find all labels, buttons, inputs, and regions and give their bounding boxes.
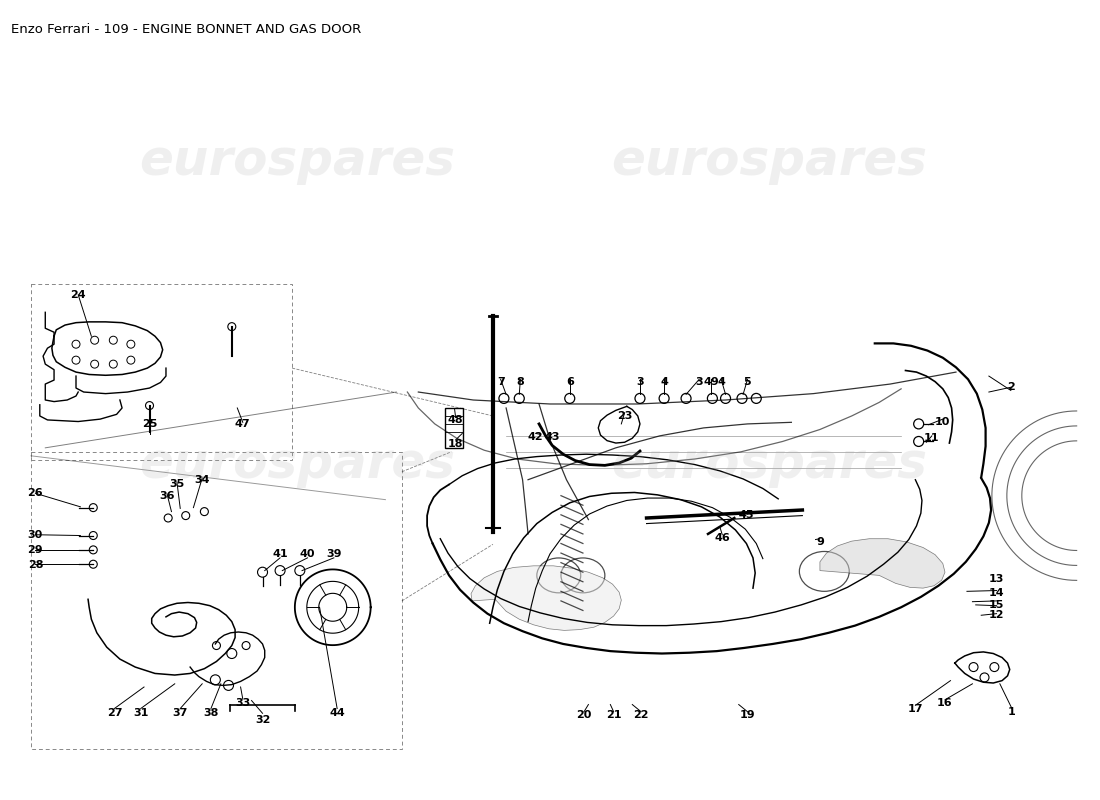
Text: 6: 6 [565, 378, 574, 387]
Text: 13: 13 [989, 574, 1004, 584]
Text: 3: 3 [636, 378, 644, 387]
Text: 29: 29 [28, 545, 43, 555]
Text: 25: 25 [142, 419, 157, 429]
Text: 34: 34 [195, 474, 210, 485]
Text: 7: 7 [497, 378, 505, 387]
Text: 26: 26 [28, 488, 43, 498]
Text: eurospares: eurospares [612, 440, 927, 488]
Text: 32: 32 [255, 714, 271, 725]
Text: 4: 4 [717, 378, 725, 387]
Text: 42: 42 [528, 432, 543, 442]
Text: 24: 24 [70, 290, 86, 300]
Text: 47: 47 [235, 419, 251, 429]
Text: Enzo Ferrari - 109 - ENGINE BONNET AND GAS DOOR: Enzo Ferrari - 109 - ENGINE BONNET AND G… [11, 22, 362, 36]
Polygon shape [471, 566, 622, 630]
Text: 21: 21 [606, 710, 621, 720]
Text: 44: 44 [329, 708, 345, 718]
Bar [31, 452, 402, 749]
Text: 23: 23 [617, 411, 632, 421]
Text: 33: 33 [235, 698, 251, 708]
Bar [31, 285, 293, 460]
Text: 30: 30 [28, 530, 43, 540]
Polygon shape [820, 538, 945, 588]
Text: 41: 41 [273, 549, 288, 559]
Text: 35: 35 [169, 478, 185, 489]
Text: 20: 20 [576, 710, 592, 720]
Text: 39: 39 [326, 549, 342, 559]
Text: 27: 27 [107, 708, 122, 718]
Text: 11: 11 [924, 434, 939, 443]
Text: 28: 28 [28, 560, 43, 570]
Text: 2: 2 [1006, 382, 1014, 392]
Text: 16: 16 [937, 698, 953, 708]
Text: 8: 8 [517, 378, 525, 387]
Text: 48: 48 [448, 415, 463, 425]
Text: 46: 46 [714, 533, 730, 543]
Text: 19: 19 [739, 710, 756, 720]
Text: eurospares: eurospares [140, 137, 455, 185]
Text: 45: 45 [739, 510, 755, 520]
Text: eurospares: eurospares [140, 440, 455, 488]
Text: 37: 37 [173, 708, 188, 718]
Text: 40: 40 [300, 549, 316, 559]
Text: 4: 4 [660, 378, 668, 387]
Bar [444, 408, 463, 448]
Text: 15: 15 [989, 600, 1004, 610]
Text: 9: 9 [816, 537, 824, 547]
Text: 22: 22 [634, 710, 649, 720]
Text: 12: 12 [989, 610, 1004, 620]
Text: 14: 14 [989, 588, 1004, 598]
Text: eurospares: eurospares [612, 137, 927, 185]
Text: 17: 17 [908, 703, 923, 714]
Text: 31: 31 [133, 708, 148, 718]
Text: 49: 49 [703, 378, 719, 387]
Text: 38: 38 [204, 708, 219, 718]
Text: 5: 5 [744, 378, 751, 387]
Text: 18: 18 [448, 439, 463, 449]
Text: 36: 36 [160, 490, 175, 501]
Text: 43: 43 [544, 432, 560, 442]
Text: 1: 1 [1008, 706, 1015, 717]
Text: 10: 10 [935, 417, 950, 426]
Text: 3: 3 [695, 378, 703, 387]
